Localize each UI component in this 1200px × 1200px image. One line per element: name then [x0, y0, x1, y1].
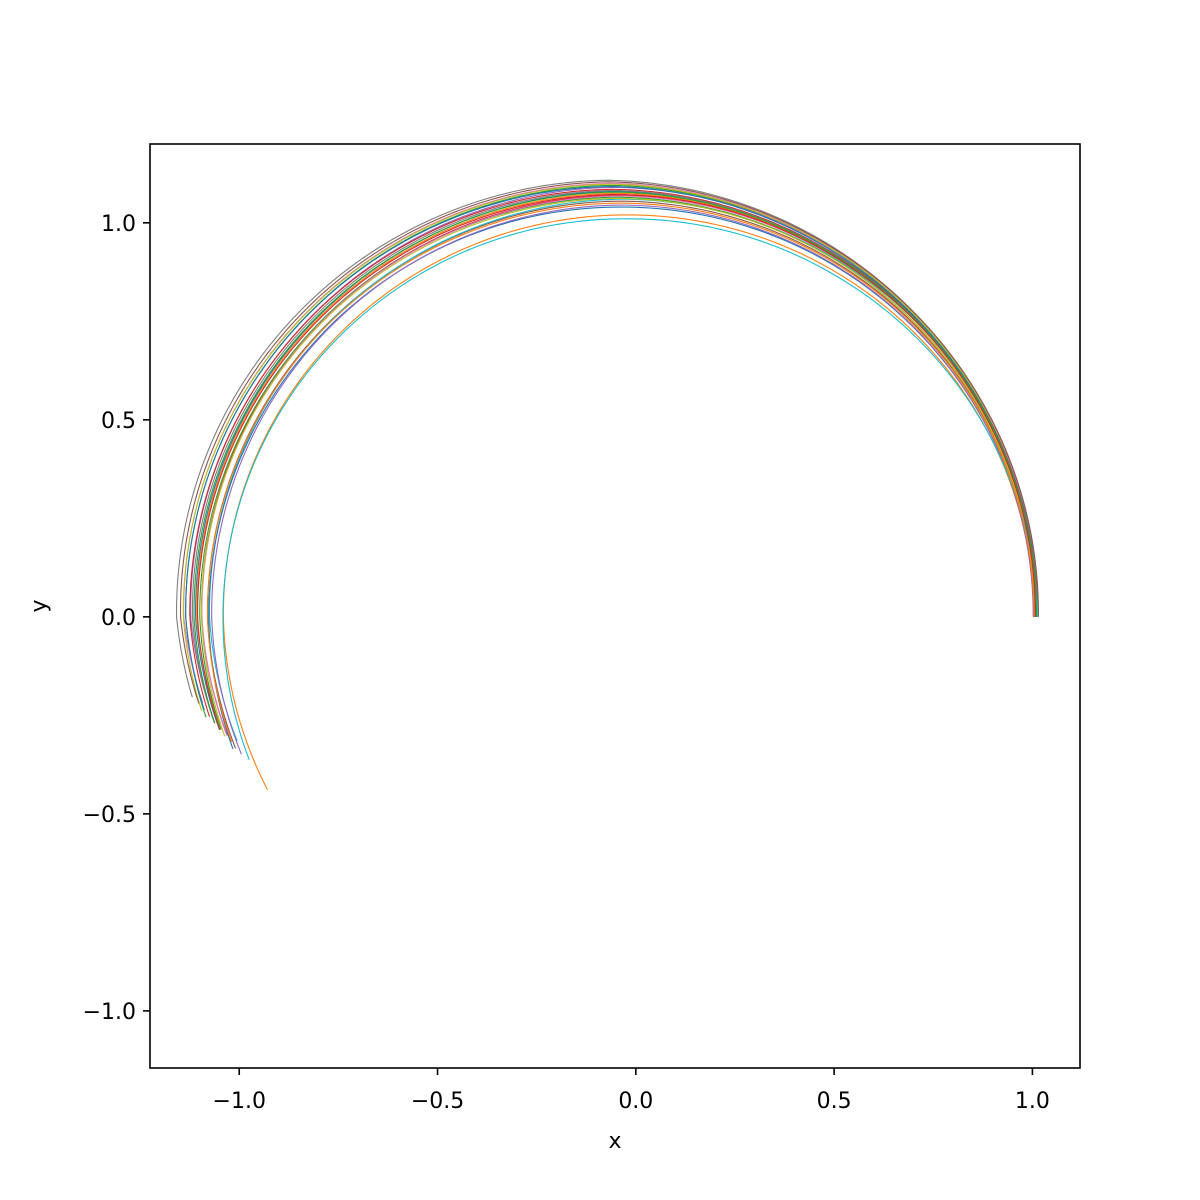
- y-tick-label: −0.5: [83, 803, 136, 828]
- trajectory-line: [182, 183, 1037, 711]
- x-axis: −1.0 −0.5 0.0 0.5 1.0: [213, 1068, 1050, 1114]
- x-tick-label: −1.0: [213, 1089, 266, 1114]
- y-tick-label: −1.0: [83, 1000, 136, 1025]
- x-tick-label: 0.0: [618, 1089, 653, 1114]
- plot-frame: [149, 143, 1081, 1069]
- trajectory-line: [193, 191, 1037, 724]
- y-tick-label: 0.5: [101, 409, 136, 434]
- trajectory-line: [185, 186, 1037, 711]
- x-tick-label: 1.0: [1015, 1089, 1050, 1114]
- y-tick-label: 1.0: [101, 212, 136, 237]
- y-axis: 1.0 0.5 0.0 −0.5 −1.0: [83, 212, 150, 1025]
- trajectory-line: [206, 202, 1035, 743]
- series-layer: [175, 179, 1039, 790]
- trajectory-line: [222, 218, 1039, 760]
- y-axis-label: y: [27, 599, 52, 612]
- x-tick-label: −0.5: [411, 1089, 464, 1114]
- x-tick-label: 0.5: [817, 1089, 852, 1114]
- trajectory-line: [200, 197, 1036, 737]
- trajectory-line: [211, 204, 1034, 755]
- y-tick-label: 0.0: [101, 606, 136, 631]
- trajectory-line: [179, 181, 1039, 704]
- x-axis-label: x: [608, 1129, 621, 1154]
- trajectory-line: [197, 193, 1036, 730]
